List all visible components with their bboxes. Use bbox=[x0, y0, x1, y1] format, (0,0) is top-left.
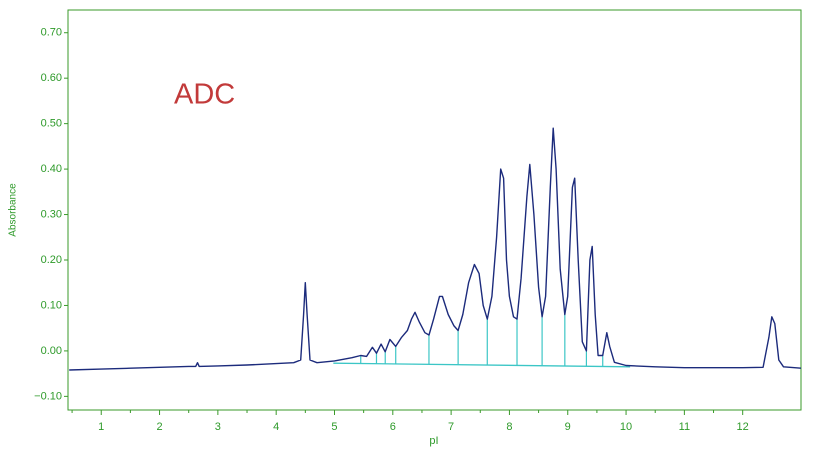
y-tick-label: 0.00 bbox=[41, 345, 62, 357]
x-tick-label: 9 bbox=[565, 421, 571, 433]
x-tick-label: 2 bbox=[156, 421, 162, 433]
y-tick-label: 0.20 bbox=[41, 254, 62, 266]
y-tick-label: 0.70 bbox=[41, 27, 62, 39]
x-tick-label: 3 bbox=[215, 421, 221, 433]
x-axis-label: pI bbox=[429, 435, 438, 447]
x-tick-label: 10 bbox=[620, 421, 632, 433]
x-tick-label: 8 bbox=[506, 421, 512, 433]
x-tick-label: 1 bbox=[98, 421, 104, 433]
y-axis-label: Absorbance bbox=[8, 183, 19, 237]
x-tick-label: 7 bbox=[448, 421, 454, 433]
x-tick-label: 11 bbox=[679, 421, 690, 433]
x-tick-label: 12 bbox=[737, 421, 749, 433]
y-tick-label: 0.40 bbox=[41, 163, 62, 175]
x-tick-label: 6 bbox=[390, 421, 396, 433]
x-tick-label: 5 bbox=[331, 421, 337, 433]
y-tick-label: 0.30 bbox=[41, 208, 62, 220]
y-tick-label: 0.10 bbox=[41, 299, 62, 311]
y-tick-label: 0.60 bbox=[41, 72, 62, 84]
x-tick-label: 4 bbox=[273, 421, 279, 433]
annotation: ADC bbox=[174, 79, 235, 111]
trace bbox=[69, 127, 802, 371]
y-tick-label: −0.10 bbox=[34, 390, 62, 402]
plot-frame bbox=[67, 9, 802, 411]
baseline bbox=[333, 362, 631, 368]
y-tick-label: 0.50 bbox=[41, 118, 62, 130]
